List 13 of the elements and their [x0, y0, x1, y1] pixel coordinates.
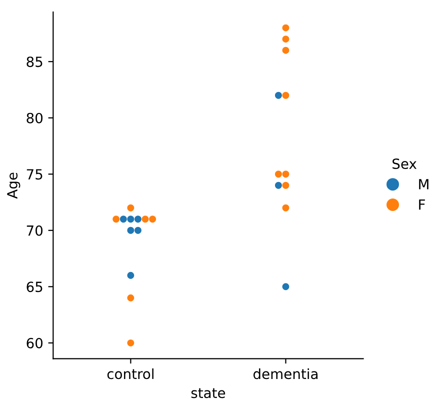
y-tick-label: 85 [26, 56, 42, 68]
y-tick-label: 70 [26, 225, 43, 236]
x-axis-title: state [191, 388, 226, 398]
legend-title: Sex [392, 158, 417, 170]
y-tick-label: 75 [26, 169, 42, 180]
legend-label: F [419, 199, 425, 210]
x-tick-label: control [107, 368, 154, 380]
y-tick-label: 60 [26, 338, 43, 348]
y-tick-label: 65 [26, 282, 42, 292]
y-tick-label: 80 [26, 112, 43, 124]
legend-label: M [419, 179, 428, 190]
x-tick-label: dementia [253, 368, 318, 380]
y-axis-title: Age [7, 172, 20, 199]
